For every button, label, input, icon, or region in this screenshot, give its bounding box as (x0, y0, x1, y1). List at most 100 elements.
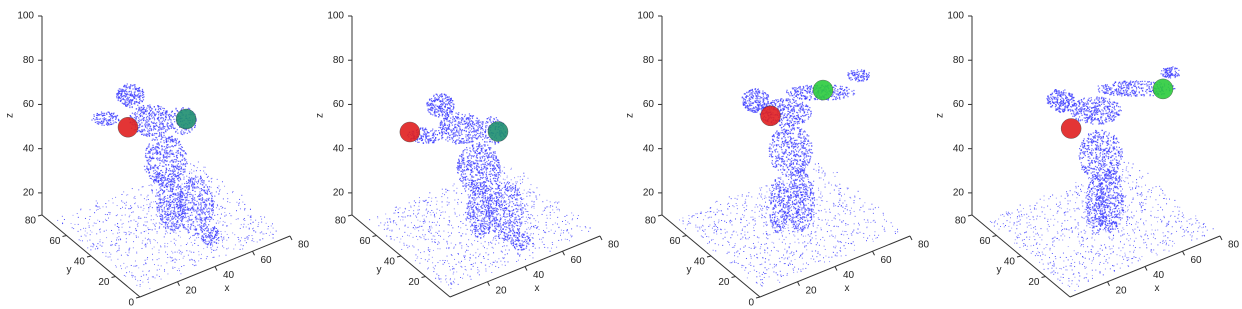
cloud-point (473, 128, 474, 129)
cloud-point (433, 105, 434, 106)
cloud-point (153, 129, 154, 130)
cloud-point (225, 255, 226, 256)
cloud-point (150, 126, 151, 127)
cloud-point (200, 193, 201, 194)
cloud-point (200, 209, 201, 210)
cloud-point (156, 194, 157, 195)
cloud-point (165, 177, 166, 178)
cloud-point (177, 228, 178, 229)
cloud-point (148, 151, 149, 152)
cloud-point (170, 229, 171, 230)
cloud-point (260, 232, 261, 233)
cloud-point (494, 262, 495, 263)
cloud-point (437, 201, 438, 202)
cloud-point (481, 177, 482, 178)
cloud-point (431, 201, 432, 202)
cloud-point (452, 138, 453, 139)
cloud-point (450, 122, 451, 123)
cloud-point (93, 114, 94, 115)
cloud-point (187, 226, 188, 227)
cloud-point (439, 225, 440, 226)
cloud-point (442, 211, 443, 212)
cloud-point (561, 233, 562, 234)
cloud-point (444, 262, 445, 263)
cloud-point (175, 131, 176, 132)
cloud-point (135, 116, 136, 117)
cloud-point (171, 180, 172, 181)
cloud-point (258, 226, 259, 227)
cloud-point (550, 251, 551, 252)
cloud-point (136, 88, 137, 89)
cloud-point (435, 197, 436, 198)
cloud-point (186, 187, 187, 188)
cloud-point (401, 249, 402, 250)
cloud-point (455, 132, 456, 133)
cloud-point (176, 206, 177, 207)
cloud-point (140, 115, 141, 116)
cloud-point (447, 97, 448, 98)
cloud-point (90, 230, 91, 231)
cloud-point (502, 264, 503, 265)
cloud-point (450, 269, 451, 270)
cloud-point (524, 241, 525, 242)
cloud-point (111, 113, 112, 114)
cloud-point (151, 130, 152, 131)
cloud-point (128, 104, 129, 105)
cloud-point (156, 113, 157, 114)
cloud-point (77, 213, 78, 214)
cloud-point (472, 244, 473, 245)
cloud-point (159, 126, 160, 127)
cloud-point (174, 226, 175, 227)
cloud-point (132, 107, 133, 108)
cloud-point (168, 219, 169, 220)
cloud-point (159, 111, 160, 112)
cloud-point (147, 119, 148, 120)
cloud-point (150, 151, 151, 152)
cloud-point (174, 198, 175, 199)
cloud-point (396, 224, 397, 225)
cloud-point (115, 197, 116, 198)
cloud-point (162, 183, 163, 184)
cloud-point (380, 222, 381, 223)
cloud-point (157, 130, 158, 131)
cloud-point (188, 224, 189, 225)
cloud-point (147, 133, 148, 134)
cloud-point (182, 192, 183, 193)
cloud-point (152, 185, 153, 186)
cloud-point (558, 202, 559, 203)
cloud-point (168, 119, 169, 120)
cloud-point (224, 222, 225, 223)
cloud-point (223, 237, 224, 238)
cloud-point (212, 214, 213, 215)
cloud-point (504, 167, 505, 168)
cloud-point (124, 99, 125, 100)
cloud-point (192, 207, 193, 208)
cloud-point (204, 230, 205, 231)
cloud-point (467, 161, 468, 162)
cloud-point (139, 101, 140, 102)
cloud-point (170, 233, 171, 234)
cloud-point (129, 97, 130, 98)
cloud-point (83, 228, 84, 229)
cloud-point (169, 202, 170, 203)
cloud-point (128, 98, 129, 99)
cloud-point (516, 183, 517, 184)
cloud-point (145, 120, 146, 121)
cloud-point (423, 221, 424, 222)
cloud-point (269, 235, 270, 236)
cloud-point (468, 119, 469, 120)
cloud-point (219, 193, 220, 194)
cloud-point (471, 226, 472, 227)
cloud-point (565, 224, 566, 225)
cloud-point (533, 246, 534, 247)
z-tick-label: 100 (327, 11, 344, 22)
cloud-point (116, 243, 117, 244)
cloud-point (443, 231, 444, 232)
cloud-point (202, 182, 203, 183)
cloud-point (148, 117, 149, 118)
cloud-point (473, 189, 474, 190)
cloud-point (176, 204, 177, 205)
cloud-point (248, 215, 249, 216)
cloud-point (148, 229, 149, 230)
cloud-point (475, 198, 476, 199)
